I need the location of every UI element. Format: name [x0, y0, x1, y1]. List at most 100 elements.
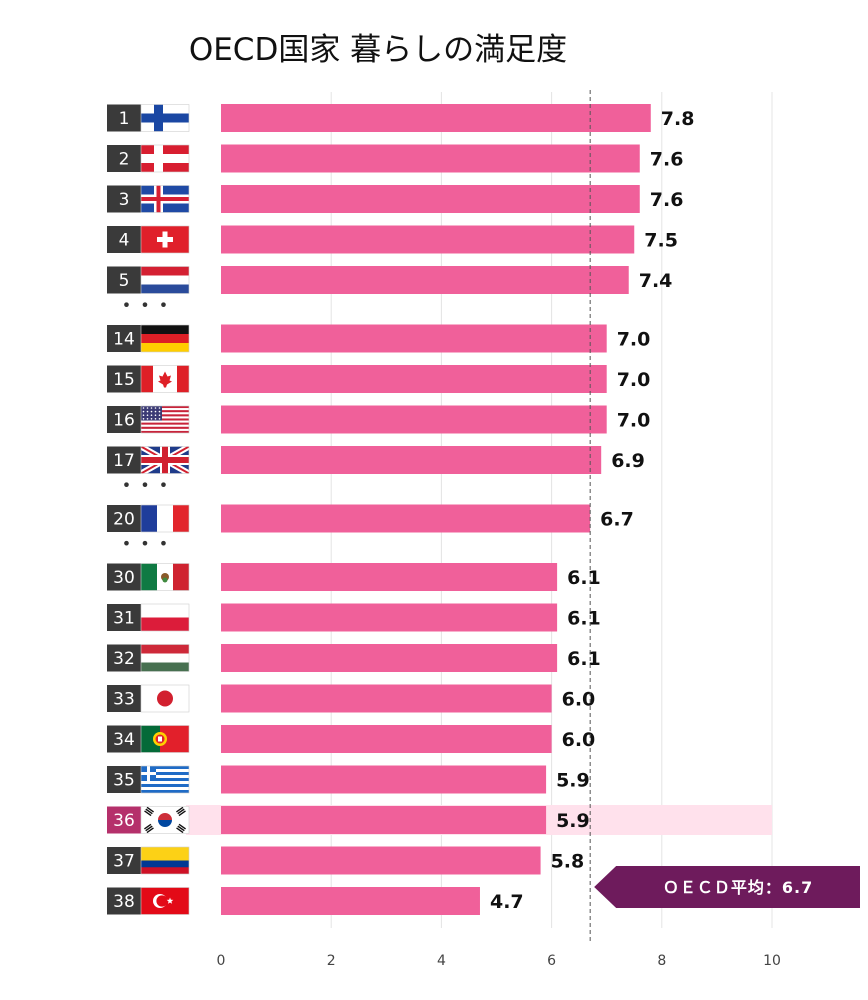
denmark-flag-icon: [140, 144, 190, 173]
bar-row: 33 6.0: [107, 684, 596, 713]
bar: [221, 765, 547, 794]
average-label: ＯＥＣＤ平均：6.7: [663, 878, 813, 897]
bar: [221, 266, 629, 294]
switzerland-flag-icon: [140, 225, 190, 254]
bar-row: 1 7.8: [107, 104, 694, 132]
greece-flag-icon: [140, 765, 190, 794]
bar-row: 31 6.1: [107, 603, 601, 632]
bar-row: 3 7.6: [107, 185, 683, 213]
finland-flag-icon: [140, 104, 190, 132]
bar-row: 36 5.9: [107, 805, 772, 835]
bar-row: 32 6.1: [107, 644, 601, 672]
rank-label: 37: [113, 852, 135, 872]
rank-label: 34: [113, 730, 135, 750]
bar: [221, 504, 591, 533]
bar: [221, 644, 558, 672]
bar-row: 34 6.0: [107, 725, 595, 753]
value-label: 5.9: [556, 770, 590, 792]
bar: [221, 446, 602, 474]
rank-label: 5: [119, 271, 130, 291]
chart-title: OECD国家 暮らしの満足度: [189, 32, 567, 68]
x-tick-label: 2: [327, 953, 336, 969]
value-label: 7.0: [617, 410, 651, 432]
bar-row: 38 4.7: [107, 887, 524, 915]
ellipsis: • • •: [122, 476, 170, 495]
bar-row: 15 7.0: [107, 365, 650, 393]
value-label: 7.5: [644, 230, 678, 252]
x-tick-label: 8: [657, 953, 666, 969]
value-label: 7.0: [617, 369, 651, 391]
rank-box: [107, 644, 141, 672]
bar-rows: 1 7.82 7.63 7.64 7.55 7.414 7.015 7.016 7.017 6.9…: [107, 104, 772, 915]
bar-row: 30 6.1: [107, 563, 601, 591]
bar: [221, 846, 541, 875]
bar-row: 20 6.7: [107, 504, 634, 533]
bar: [221, 225, 635, 254]
value-label: 6.1: [567, 608, 601, 630]
value-label: 7.8: [661, 108, 695, 130]
value-label: 6.9: [611, 450, 645, 472]
value-label: 7.0: [617, 329, 651, 351]
x-axis: 0 2 4 6 8 10: [217, 953, 781, 969]
rank-box: [107, 406, 141, 433]
rank-label: 17: [113, 451, 135, 471]
bar: [221, 725, 552, 753]
rank-box: [107, 685, 141, 712]
bar: [221, 684, 552, 713]
bar-row: 37 5.8: [107, 846, 584, 875]
bar: [221, 603, 558, 632]
bar-row: 16 7.0: [107, 405, 651, 434]
bar: [221, 806, 547, 834]
bar: [221, 185, 640, 213]
bar-row: 4 7.5: [107, 225, 678, 254]
rank-label: 31: [113, 609, 135, 629]
rank-box: [107, 104, 141, 132]
value-label: 6.1: [567, 567, 601, 589]
portugal-flag-icon: [140, 725, 190, 753]
iceland-flag-icon: [140, 185, 190, 213]
poland-flag-icon: [140, 603, 190, 632]
netherlands-flag-icon: [140, 266, 190, 294]
usa-flag-icon: [140, 405, 190, 434]
average-callout: [594, 866, 860, 908]
rank-label: 35: [113, 771, 135, 791]
rank-label: 30: [113, 568, 135, 588]
rank-label: 16: [113, 411, 135, 431]
rank-box: [107, 185, 141, 213]
value-label: 6.7: [600, 509, 634, 531]
germany-flag-icon: [140, 324, 190, 353]
rank-label: 20: [113, 510, 135, 530]
average-marker: ＯＥＣＤ平均：6.7: [589, 90, 860, 942]
bar-row: 2 7.6: [107, 144, 684, 173]
japan-flag-icon: [140, 684, 190, 713]
bar-row: 35 5.9: [107, 765, 590, 794]
canada-flag-icon: [140, 365, 190, 393]
rank-box: [107, 847, 141, 874]
bar: [221, 324, 607, 353]
rank-label: 1: [119, 109, 130, 129]
value-label: 4.7: [490, 891, 524, 913]
value-label: 7.6: [650, 189, 684, 211]
rank-label: 36: [113, 811, 135, 831]
bar-row: 5 7.4: [107, 266, 672, 294]
rank-box: [107, 365, 141, 393]
rank-box: [107, 446, 141, 474]
rank-box: [107, 563, 141, 591]
rank-box: [107, 887, 141, 915]
value-label: 7.6: [650, 149, 684, 171]
rank-box: [107, 325, 141, 352]
value-label: 5.9: [556, 810, 590, 832]
bar: [221, 365, 607, 393]
bar: [221, 887, 480, 915]
hungary-flag-icon: [140, 644, 190, 672]
colombia-flag-icon: [140, 846, 190, 875]
rank-label: 32: [113, 649, 135, 669]
value-label: 6.0: [562, 689, 596, 711]
bar-row: 17 6.9: [107, 446, 645, 474]
south-korea-flag-icon: [140, 806, 190, 834]
france-flag-icon: [140, 504, 190, 533]
rank-box: [107, 766, 141, 793]
ellipsis: • • •: [122, 296, 170, 315]
uk-flag-icon: [140, 446, 190, 474]
